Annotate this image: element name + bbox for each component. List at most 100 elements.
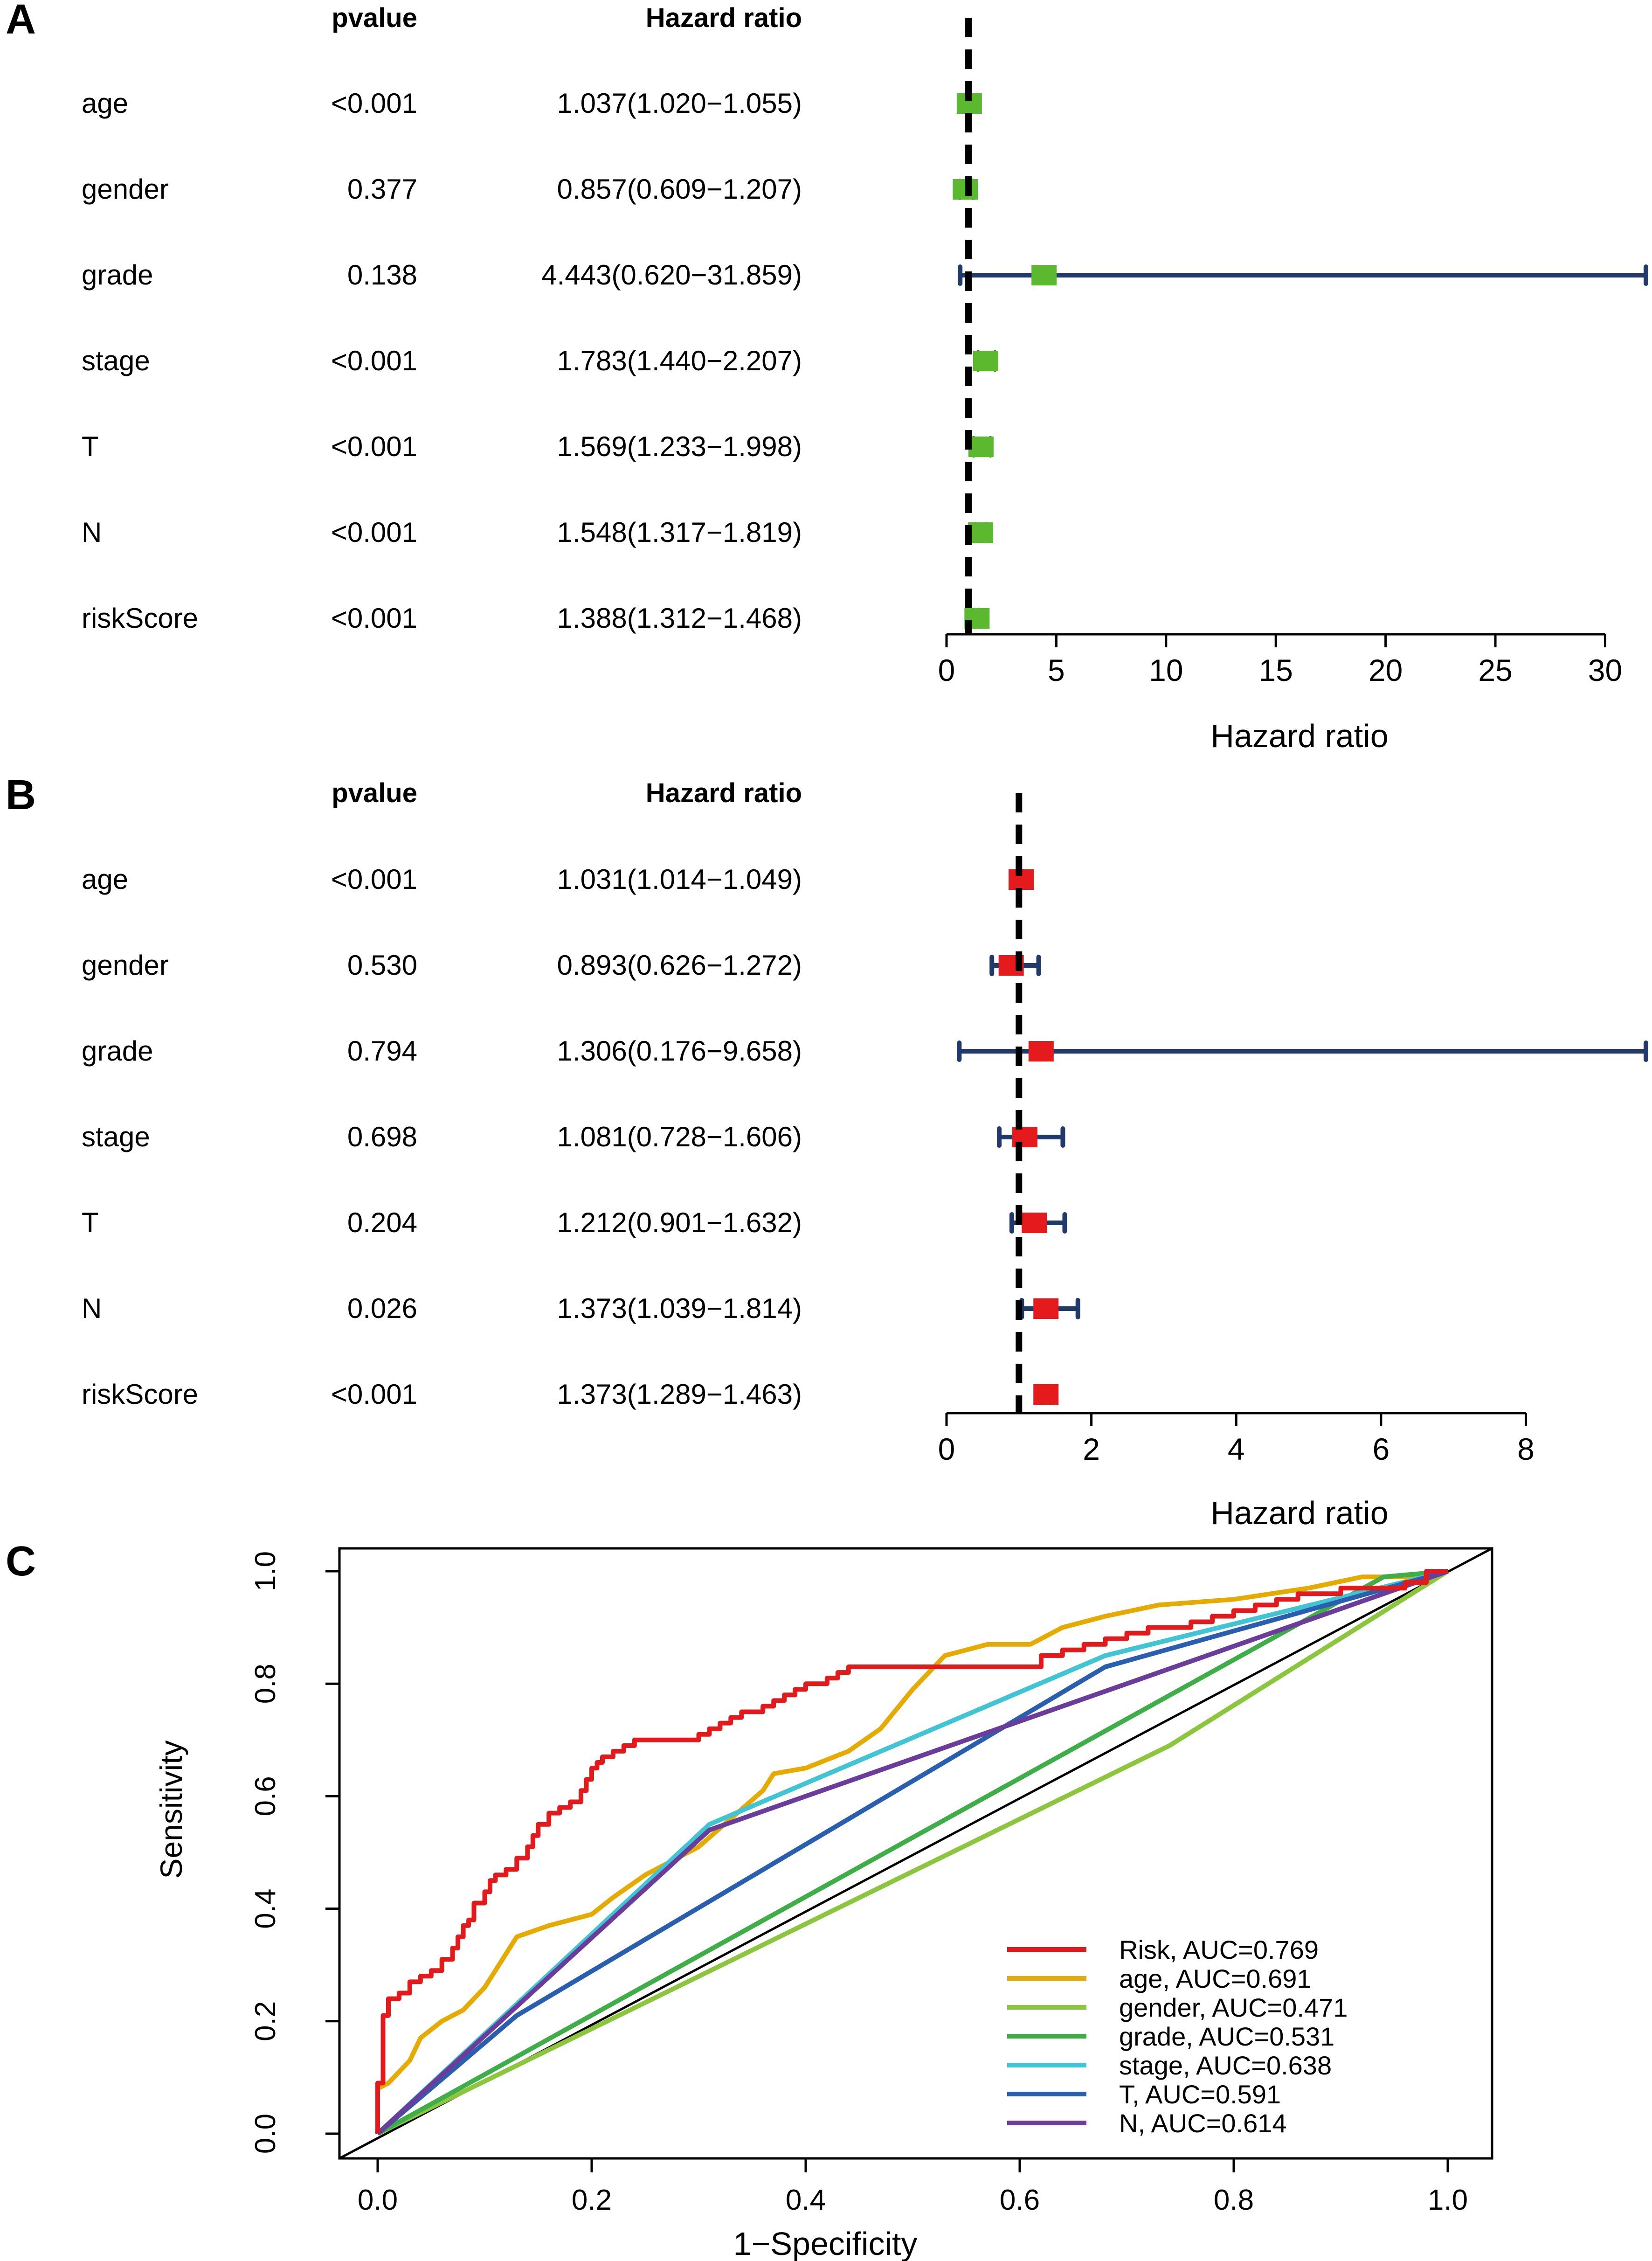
row-label: age [82,88,128,119]
row-hazard-ratio-text: 1.037(1.020−1.055) [557,88,802,119]
row-label: riskScore [82,603,198,634]
x-tick-label: 0 [938,653,955,687]
row-label: stage [82,1121,150,1152]
hazard-ratio-marker [1033,1298,1059,1319]
row-label: riskScore [82,1379,198,1410]
row-label: gender [82,950,169,981]
row-hazard-ratio-text: 1.081(0.728−1.606) [557,1121,802,1152]
roc-ylabel: Sensitivity [154,1740,188,1879]
x-tick-label: 30 [1588,653,1622,687]
panel-a-label: A [6,0,36,43]
panel-b: B pvalue Hazard ratio age <0.001 1.031(1.0… [6,772,1648,1531]
panel-a-rows: age <0.001 1.037(1.020−1.055) gender 0.377 0.… [82,88,802,634]
row-pvalue: <0.001 [331,603,417,634]
x-tick-label: 25 [1478,653,1512,687]
x-tick-label: 4 [1228,1432,1245,1466]
x-tick-label: 6 [1373,1432,1390,1466]
x-tick-label: 0.4 [786,2184,826,2216]
row-label: T [82,1207,99,1238]
y-tick-label: 0.6 [249,1776,282,1816]
row-hazard-ratio-text: 1.306(0.176−9.658) [557,1035,802,1067]
x-tick-label: 1.0 [1428,2184,1468,2216]
x-tick-label: 15 [1259,653,1293,687]
x-tick-label: 5 [1048,653,1065,687]
row-hazard-ratio-text: 1.548(1.317−1.819) [557,517,802,548]
row-label: gender [82,173,169,205]
panel-c-label: C [6,1538,36,1585]
row-label: grade [82,259,153,291]
row-pvalue: 0.698 [347,1121,417,1152]
row-label: N [82,517,102,548]
legend-entry: N, AUC=0.614 [1119,2108,1287,2138]
row-pvalue: 0.138 [347,259,417,291]
row-label: T [82,431,99,462]
panel-c: C 0.0 0.2 0.4 0.6 0.8 1.0 0.0 0.2 0.4 0.6 0.8 1.0 1… [6,1538,1493,2261]
hazard-ratio-marker [1031,265,1057,285]
row-hazard-ratio-text: 1.373(1.039−1.814) [557,1293,802,1324]
row-pvalue: <0.001 [331,431,417,462]
x-tick-label: 0 [938,1432,955,1466]
roc-curve-risk [375,1569,1448,2134]
panel-b-hr-header: Hazard ratio [646,778,802,808]
row-hazard-ratio-text: 0.893(0.626−1.272) [557,950,802,981]
row-hazard-ratio-text: 1.212(0.901−1.632) [557,1207,802,1238]
legend-entry: T, AUC=0.591 [1119,2080,1281,2109]
panel-a-hr-header: Hazard ratio [646,3,802,33]
panel-a: A pvalue Hazard ratio age <0.001 1.037(1.0… [6,0,1648,754]
row-label: grade [82,1035,153,1067]
row-pvalue: <0.001 [331,864,417,895]
row-hazard-ratio-text: 0.857(0.609−1.207) [557,173,802,205]
row-label: N [82,1293,102,1324]
x-tick-label: 2 [1083,1432,1100,1466]
row-pvalue: <0.001 [331,345,417,376]
x-tick-label: 20 [1369,653,1403,687]
roc-curve-t [376,1569,1449,2136]
row-pvalue: 0.026 [347,1293,417,1324]
y-tick-label: 0.0 [249,2114,282,2154]
row-pvalue: <0.001 [331,517,417,548]
row-pvalue: 0.204 [347,1207,417,1238]
roc-curve-n [376,1569,1449,2136]
roc-plot: 0.0 0.2 0.4 0.6 0.8 1.0 0.0 0.2 0.4 0.6 0.8 1.0 [249,1547,1493,2216]
row-label: stage [82,345,150,376]
roc-xlabel: 1−Specificity [733,2226,918,2261]
roc-curve-gender [376,1569,1449,2136]
hazard-ratio-marker [1033,1384,1059,1405]
row-hazard-ratio-text: 4.443(0.620−31.859) [541,259,802,291]
y-tick-label: 0.2 [249,2001,282,2041]
panel-b-xlabel: Hazard ratio [1210,1495,1388,1531]
legend-entry: grade, AUC=0.531 [1119,2022,1334,2051]
panel-b-label: B [6,772,36,818]
row-hazard-ratio-text: 1.031(1.014−1.049) [557,864,802,895]
y-tick-label: 0.8 [249,1664,282,1704]
legend-entry: gender, AUC=0.471 [1119,1993,1348,2022]
row-pvalue: 0.794 [347,1035,417,1067]
row-pvalue: <0.001 [331,1379,417,1410]
y-tick-label: 1.0 [249,1551,282,1591]
row-hazard-ratio-text: 1.783(1.440−2.207) [557,345,802,376]
x-tick-label: 10 [1149,653,1183,687]
legend-entry: age, AUC=0.691 [1119,1964,1312,1993]
legend-entry: stage, AUC=0.638 [1119,2051,1332,2080]
plot-frame [338,1547,1493,2160]
row-hazard-ratio-text: 1.569(1.233−1.998) [557,431,802,462]
x-tick-label: 0.8 [1214,2184,1254,2216]
panel-b-pvalue-header: pvalue [332,778,417,808]
hazard-ratio-marker [968,522,993,543]
x-tick-label: 0.6 [1000,2184,1040,2216]
y-tick-label: 0.4 [249,1888,282,1928]
panel-b-rows: age <0.001 1.031(1.014−1.049) gender 0.530 0.… [82,864,802,1410]
hazard-ratio-marker [1028,1041,1054,1061]
row-pvalue: 0.530 [347,950,417,981]
row-pvalue: <0.001 [331,88,417,119]
x-tick-label: 0.2 [572,2184,612,2216]
legend-entry: Risk, AUC=0.769 [1119,1935,1319,1964]
hazard-ratio-marker [968,437,994,457]
x-tick-label: 8 [1517,1432,1534,1466]
row-hazard-ratio-text: 1.388(1.312−1.468) [557,603,802,634]
hazard-ratio-marker [1022,1213,1047,1233]
roc-curve-age [375,1569,1448,2134]
panel-a-pvalue-header: pvalue [332,3,417,33]
